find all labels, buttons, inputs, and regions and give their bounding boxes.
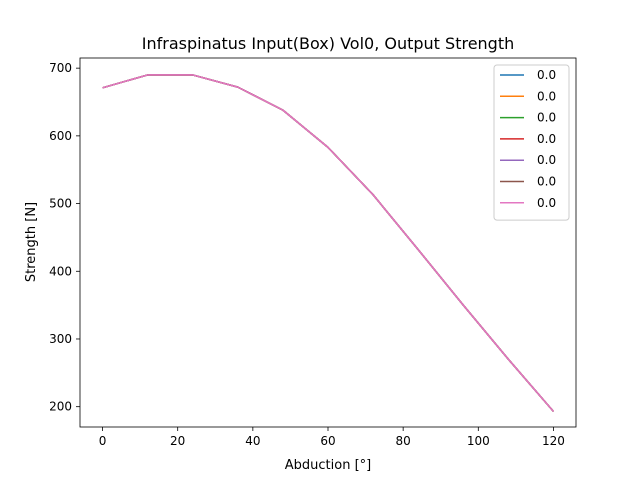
x-tick-label: 120 [542, 434, 565, 448]
x-tick-label: 20 [170, 434, 185, 448]
y-tick-label: 300 [49, 332, 72, 346]
legend-box [493, 64, 570, 221]
y-tick-label: 400 [49, 264, 72, 278]
x-tick-label: 40 [245, 434, 260, 448]
plot-area: 0 20 40 60 80 100 120 200 300 400 500 600 700 [49, 57, 577, 448]
legend-label-2: 0.0 [537, 89, 556, 103]
legend-label-7: 0.0 [537, 196, 556, 210]
x-tick-label: 0 [99, 434, 107, 448]
chart-title: Infraspinatus Input(Box) Vol0, Output St… [142, 34, 515, 53]
y-tick-label: 500 [49, 197, 72, 211]
legend-label-3: 0.0 [537, 111, 556, 125]
legend: 0.0 0.0 0.0 0.0 0.0 0.0 0.0 [493, 64, 570, 221]
y-axis-label: Strength [N] [24, 202, 39, 282]
legend-label-1: 0.0 [537, 68, 556, 82]
legend-label-5: 0.0 [537, 153, 556, 167]
y-tick-label: 600 [49, 129, 72, 143]
x-tick-label: 60 [320, 434, 335, 448]
series-line-7 [102, 74, 555, 412]
x-tick-label: 100 [467, 434, 490, 448]
legend-label-4: 0.0 [537, 132, 556, 146]
y-tick-label: 200 [49, 400, 72, 414]
x-axis-label: Abduction [°] [285, 458, 371, 473]
y-tick-label: 700 [49, 61, 72, 75]
x-tick-label: 80 [396, 434, 411, 448]
legend-label-6: 0.0 [537, 175, 556, 189]
